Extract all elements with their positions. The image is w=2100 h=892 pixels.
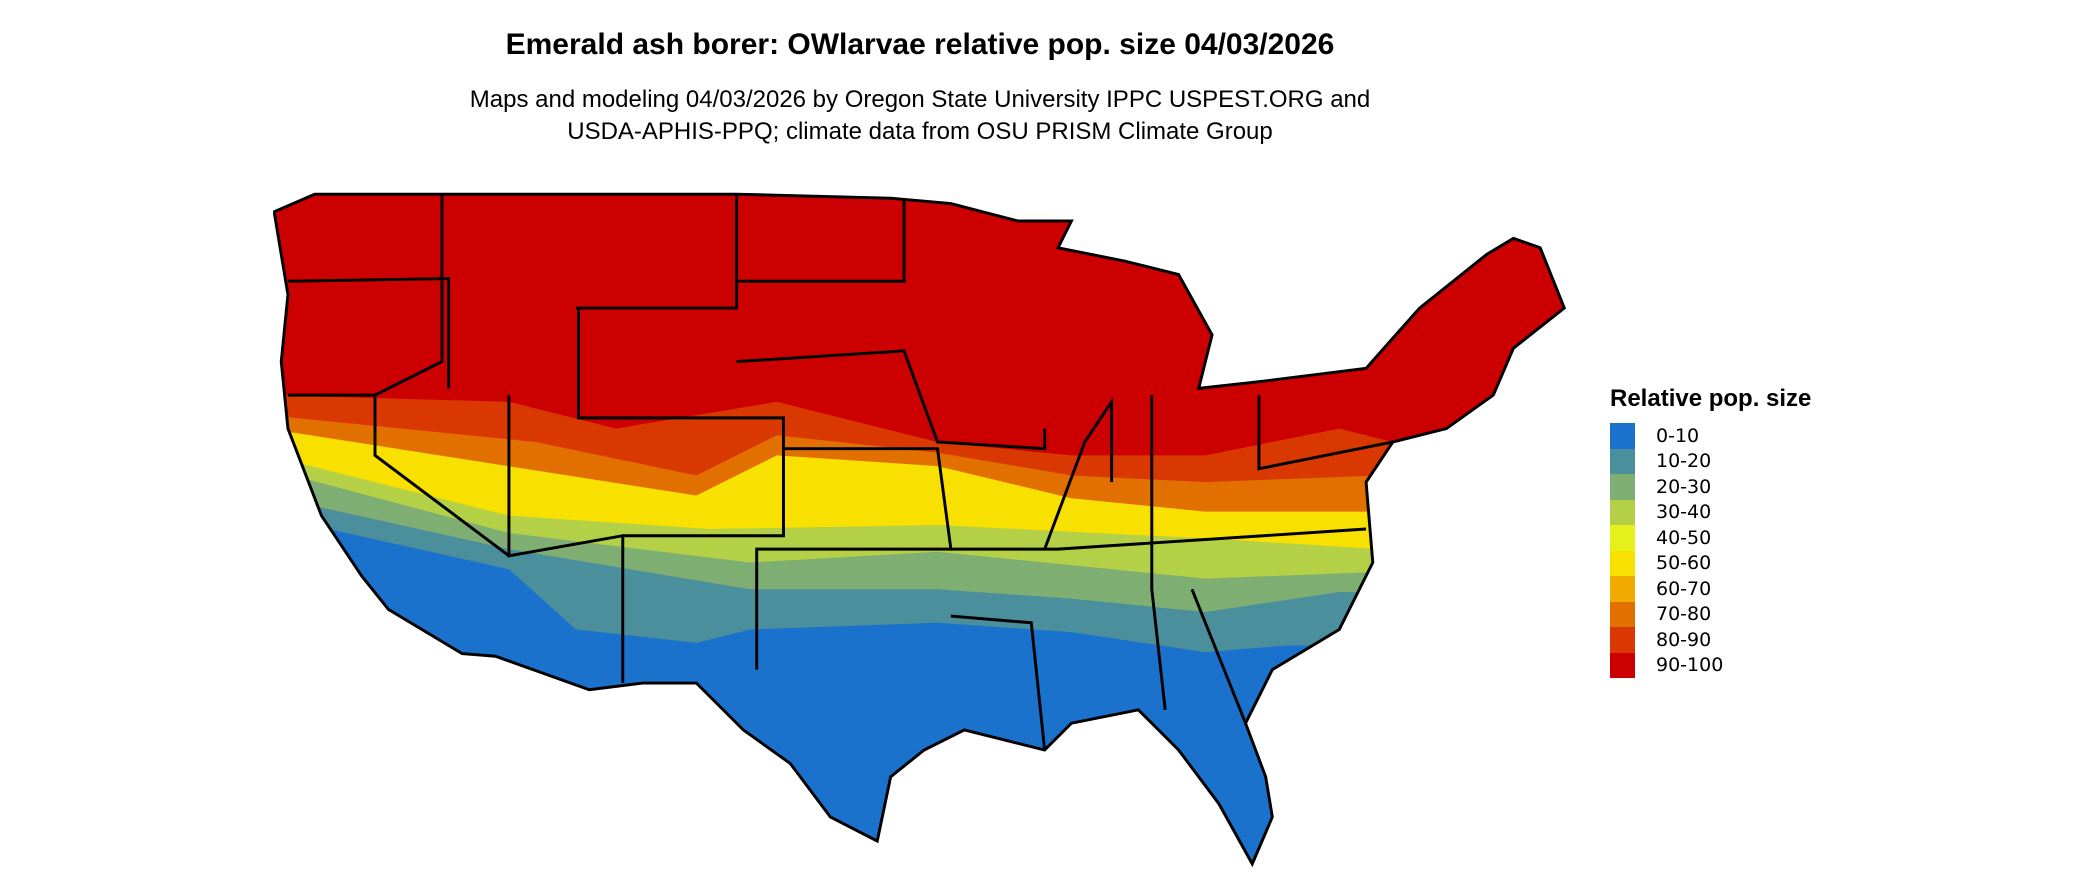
legend-label: 80-90 <box>1656 628 1712 651</box>
legend-swatch <box>1610 474 1635 500</box>
legend-label: 10-20 <box>1656 450 1712 473</box>
legend-item: 40-50 <box>1610 525 1811 551</box>
legend-item: 10-20 <box>1610 448 1811 474</box>
legend-label: 30-40 <box>1656 501 1712 524</box>
legend-swatch <box>1610 652 1635 678</box>
legend-item: 50-60 <box>1610 550 1811 576</box>
legend: Relative pop. size 0-10 10-20 20-30 30-40 40… <box>1610 385 1811 678</box>
legend-title: Relative pop. size <box>1610 385 1812 412</box>
legend-label: 70-80 <box>1656 603 1712 626</box>
legend-item: 20-30 <box>1610 474 1811 500</box>
legend-item: 0-10 <box>1610 423 1811 449</box>
legend-swatch <box>1610 499 1635 525</box>
legend-swatch <box>1610 550 1635 576</box>
map-title: Emerald ash borer: OWlarvae relative pop… <box>505 28 1335 61</box>
legend-label: 60-70 <box>1656 577 1712 600</box>
legend-label: 90-100 <box>1656 654 1724 677</box>
us-outline <box>273 192 1567 868</box>
map-subtitle-line-1: Maps and modeling 04/03/2026 by Oregon S… <box>469 86 1371 113</box>
legend-label: 20-30 <box>1656 475 1712 498</box>
legend-item: 90-100 <box>1610 652 1811 678</box>
legend-items: 0-10 10-20 20-30 30-40 40-50 50-60 60-70 70-80 8… <box>1610 423 1811 678</box>
legend-item: 60-70 <box>1610 576 1811 602</box>
legend-swatch <box>1610 525 1635 551</box>
legend-item: 70-80 <box>1610 601 1811 627</box>
legend-swatch <box>1610 448 1635 474</box>
legend-label: 50-60 <box>1656 552 1712 575</box>
legend-label: 0-10 <box>1656 424 1700 447</box>
legend-label: 40-50 <box>1656 526 1712 549</box>
legend-swatch <box>1610 601 1635 627</box>
legend-swatch <box>1610 627 1635 653</box>
legend-swatch <box>1610 576 1635 602</box>
legend-item: 30-40 <box>1610 499 1811 525</box>
state-borders <box>273 192 1567 868</box>
legend-swatch <box>1610 423 1635 449</box>
map-subtitle-line-2: USDA-APHIS-PPQ; climate data from OSU PR… <box>567 118 1273 145</box>
legend-item: 80-90 <box>1610 627 1811 653</box>
